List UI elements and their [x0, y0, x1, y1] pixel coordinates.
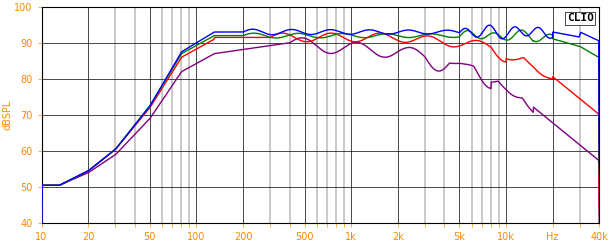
Y-axis label: dBSPL: dBSPL [3, 100, 13, 130]
Text: CLIO: CLIO [567, 13, 594, 23]
